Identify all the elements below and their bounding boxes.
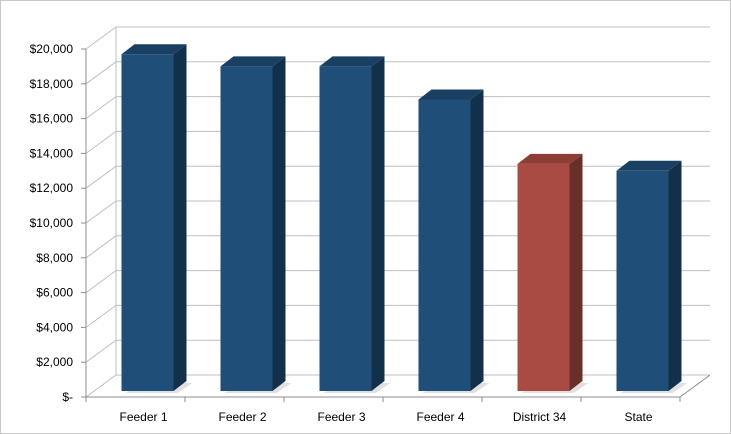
y-tick-label: $10,000 [30, 216, 74, 230]
bar-top [220, 56, 286, 67]
y-tick-label: $12,000 [30, 181, 74, 195]
bar-side [569, 153, 583, 391]
bar-side [173, 44, 187, 391]
x-category-label: Feeder 4 [416, 410, 464, 424]
bar-top [616, 160, 682, 171]
bars [121, 44, 688, 393]
x-category-label: Feeder 1 [119, 410, 167, 424]
bar-front [418, 99, 471, 392]
x-category-labels: Feeder 1 Feeder 2 Feeder 3 Feeder 4 District… [119, 410, 652, 424]
bar-front [616, 170, 669, 391]
bar-top [121, 44, 187, 55]
y-tick-label: $2,000 [36, 355, 73, 369]
x-category-label: State [624, 410, 652, 424]
bar [418, 89, 490, 393]
bar-front [517, 163, 570, 391]
bar-side [371, 56, 385, 392]
x-category-label: District 34 [513, 410, 567, 424]
bar [121, 44, 193, 393]
bar-front [220, 66, 273, 392]
bar [319, 56, 391, 393]
bar-top [418, 89, 484, 100]
y-tick-label: $14,000 [30, 146, 74, 160]
y-tick-label: $8,000 [36, 251, 73, 265]
bar-side [272, 56, 286, 392]
y-tick-label: $20,000 [30, 42, 74, 56]
y-tick-label: $- [62, 390, 73, 404]
y-tick-labels: $- $2,000 $4,000 $6,000 $8,000 $10,000 $12,000… [30, 42, 74, 404]
axes [81, 27, 711, 402]
bar-top [517, 153, 583, 164]
y-tick-label: $4,000 [36, 320, 73, 334]
y-tick-label: $16,000 [30, 112, 74, 126]
bar-front [121, 54, 174, 391]
bar-front [319, 66, 372, 392]
bar [220, 56, 292, 393]
x-category-label: Feeder 2 [218, 410, 266, 424]
y-tick-label: $18,000 [30, 77, 74, 91]
bar-top [319, 56, 385, 67]
bar [517, 153, 589, 393]
bar-side [470, 89, 484, 392]
x-category-label: Feeder 3 [317, 410, 365, 424]
y-tick-label: $6,000 [36, 286, 73, 300]
bar-side [668, 160, 682, 391]
bar [616, 160, 688, 393]
